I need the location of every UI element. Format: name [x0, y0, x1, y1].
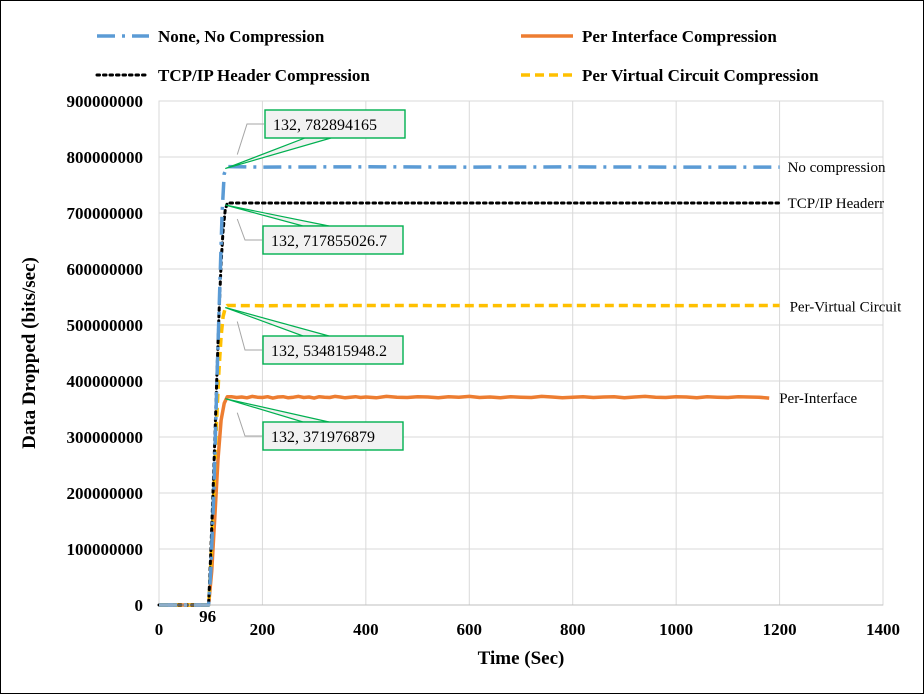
callout-leader [236, 218, 262, 241]
legend-item: Per Interface Compression [521, 27, 777, 46]
y-tick-label: 200000000 [67, 484, 144, 503]
series-lines [157, 164, 782, 607]
series-end-label: Per-Virtual Circuit [790, 300, 903, 316]
y-tick-label: 700000000 [67, 204, 144, 223]
callout-label: 132, 782894165 [273, 117, 377, 134]
series-end-label: No compression [788, 160, 886, 176]
x-tick-label: 1000 [659, 620, 693, 639]
callout-box [262, 225, 404, 255]
legend-label: Per Interface Compression [582, 27, 777, 46]
series-end-labels: No compression Per-Interface TCP/IP Header… [779, 160, 902, 407]
y-tick-label: 900000000 [67, 92, 144, 111]
callout-box [262, 335, 404, 365]
x-axis-title: Time (Sec) [478, 648, 565, 669]
x-tick-label: 800 [560, 620, 586, 639]
data-callout: 132, 782894165 [225, 109, 406, 170]
x-tick-label: 400 [353, 620, 379, 639]
callout-box [264, 109, 406, 139]
series-line-1 [159, 394, 770, 607]
callout-box [262, 421, 404, 451]
x-annotation-label: 96 [199, 607, 216, 626]
callout-label: 132, 371976879 [271, 429, 375, 446]
legend-label: None, No Compression [158, 27, 325, 46]
y-tick-label: 500000000 [67, 316, 144, 335]
series-end-label: TCP/IP Headerr [788, 196, 885, 212]
axes: 0 100000000 200000000 300000000 400000000 500… [67, 92, 901, 639]
legend-item: None, No Compression [97, 27, 325, 46]
legend-item: TCP/IP Header Compression [95, 66, 370, 85]
callout-leader [236, 321, 262, 351]
callout-leader [236, 123, 264, 155]
callout-label: 132, 717855026.7 [271, 233, 387, 250]
y-tick-label: 300000000 [67, 428, 144, 447]
data-callout: 132, 534815948.2 [225, 306, 404, 365]
y-tick-label: 800000000 [67, 148, 144, 167]
legend-label: TCP/IP Header Compression [158, 66, 370, 85]
data-callout: 132, 371976879 [225, 398, 404, 451]
y-tick-label: 100000000 [67, 540, 144, 559]
x-tick-label: 1400 [866, 620, 900, 639]
x-tick-label: 200 [250, 620, 276, 639]
legend-label: Per Virtual Circuit Compression [582, 66, 819, 85]
series-end-label: Per-Interface [779, 391, 857, 407]
y-tick-label: 600000000 [67, 260, 144, 279]
gridlines [159, 100, 883, 605]
callout-label: 132, 534815948.2 [271, 343, 387, 360]
legend-item: Per Virtual Circuit Compression [521, 66, 819, 85]
y-tick-label: 0 [135, 596, 144, 615]
series-line-3 [159, 303, 780, 607]
legend: None, No Compression Per Interface Compre… [95, 27, 819, 85]
callout-pointer [225, 398, 330, 423]
x-tick-label: 0 [155, 620, 164, 639]
series-line-0 [159, 164, 780, 607]
callout-pointer [225, 204, 330, 227]
data-callout: 132, 717855026.7 [225, 204, 404, 255]
x-tick-label: 1200 [763, 620, 797, 639]
data-callouts: 132, 782894165 132, 717855026.7 132, 53481… [225, 109, 406, 451]
callout-pointer [225, 306, 330, 337]
y-axis-title: Data Dropped (bits/sec) [19, 257, 40, 449]
callout-leader [236, 412, 262, 437]
x-tick-label: 600 [457, 620, 483, 639]
y-tick-label: 400000000 [67, 372, 144, 391]
